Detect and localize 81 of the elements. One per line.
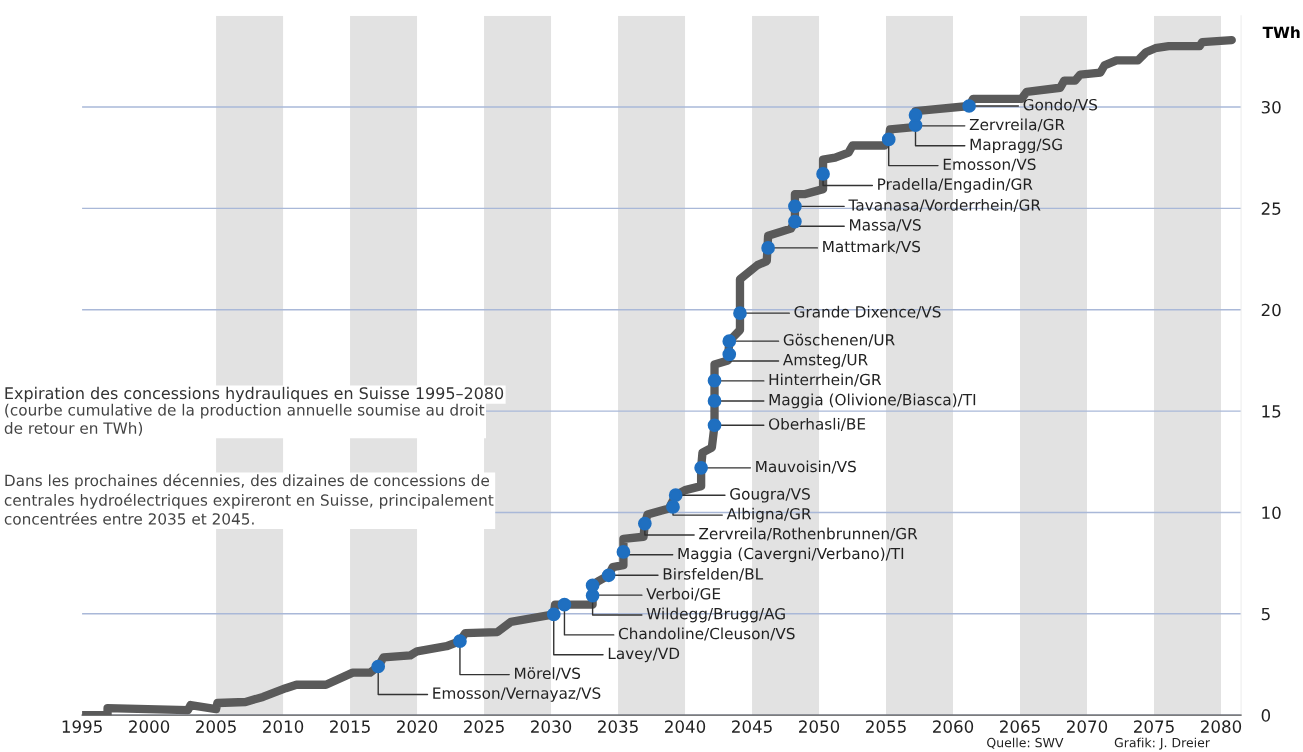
x-tick-label: 2060 [933,720,974,733]
x-tick-label: 2055 [866,720,906,733]
point [453,634,467,649]
x-tick-label: 2050 [799,720,840,733]
point [707,373,722,388]
point [722,347,737,362]
x-tick-label: 2005 [196,720,236,733]
y-tick-label: 30 [1261,100,1281,114]
point [881,132,896,147]
point [722,334,737,348]
point [761,241,775,255]
point [668,488,683,503]
point [666,500,680,514]
y-tick-label: 10 [1262,506,1281,520]
x-tick-label: 2015 [330,720,370,733]
annotation: Chandoline/Cleuson/VS [618,627,795,641]
x-tick-label: 2000 [129,720,170,733]
annotation: Emosson/VS [943,158,1036,172]
text: (courbe cumulative de la production annuelle soumise au droit de retour en TWh) [4,403,485,436]
x-tick-label: 2020 [397,720,438,733]
x-tick-label: 2075 [1134,720,1174,733]
point [585,578,600,593]
annotation: Zervreila/Rothenbrunnen/GR [699,527,918,541]
x-tick-label: 2080 [1201,720,1242,733]
annotation: Oberhasli/BE [768,417,866,431]
annotation: Tavanasa/Vorderrhein/GR [848,198,1041,212]
x-tick-label: 1995 [62,720,102,733]
x-tick-label: 2035 [598,720,638,733]
y-tick-label: 0 [1261,709,1271,722]
annotation: Maggia (Cavergni/Verbano)/TI [678,547,904,563]
y-tick-label: 20 [1261,303,1281,317]
annotation: Birsfelden/BL [663,567,764,581]
x-tick-label: 2045 [732,720,772,733]
annotation: Dans les prochaines décennies, des dizaines de concessions de centrales hydroélectriques expireront en Suisse, principalement concentrées entre 2035 et 2045. [4,473,494,525]
annotation: Verboi/GE [646,587,721,601]
x-tick-label: 2030 [531,720,572,733]
text: Grafik: J. Dreier [1114,737,1210,750]
point [546,607,561,622]
point [694,460,708,475]
x-tick-label: 2040 [665,720,706,733]
annotation: Mörel/VS [515,667,581,681]
y-tick-label: 25 [1261,202,1281,215]
annotation: Wildegg/Brugg/AG [646,607,785,623]
y-axis-title: TWh [1262,26,1300,38]
x-tick-label: 2025 [464,720,504,733]
x-tick-label: 2065 [1000,720,1040,733]
point [557,597,572,612]
point [638,516,652,531]
annotation: Maggia (Olivione/Biasca)/TI [769,393,976,409]
x-tick-label: 2070 [1067,720,1108,733]
point [707,418,722,433]
annotation: Amsteg/UR [782,354,868,369]
annotation: Gondo/VS [1023,98,1098,112]
point [788,214,802,229]
point [616,545,631,559]
annotation: Massa/VS [850,219,921,232]
annotation: Mauvoisin/VS [756,460,856,474]
annotation: Lavey/VD [608,647,680,663]
source-note: Quelle: SWV [987,737,1064,749]
point [371,659,386,674]
point [788,199,802,214]
point [816,167,830,181]
annotation: Zervreila/GR [969,118,1065,132]
annotation: Grande Dixence/VS [794,305,941,319]
y-tick-label: 15 [1262,405,1281,418]
x-tick-label: 2010 [263,720,304,733]
annotation: Emosson/Vernayaz/VS [433,687,601,702]
annotation: Göschenen/UR [783,333,895,347]
point [707,394,722,408]
annotation: Gougra/VS [730,488,810,503]
point [962,99,976,113]
annotation: Albigna/GR [726,507,812,523]
annotation: Pradella/Engadin/GR [878,178,1033,193]
y-tick-label: 5 [1261,607,1270,621]
text: Expiration des concessions hydrauliques en Suisse 1995–2080 [5,386,504,403]
point [733,306,747,321]
annotation: Hinterrhein/GR [769,373,882,387]
annotation: Mapragg/SG [970,138,1062,154]
point [908,108,923,122]
point [601,568,616,583]
annotation: Mattmark/VS [823,240,921,254]
